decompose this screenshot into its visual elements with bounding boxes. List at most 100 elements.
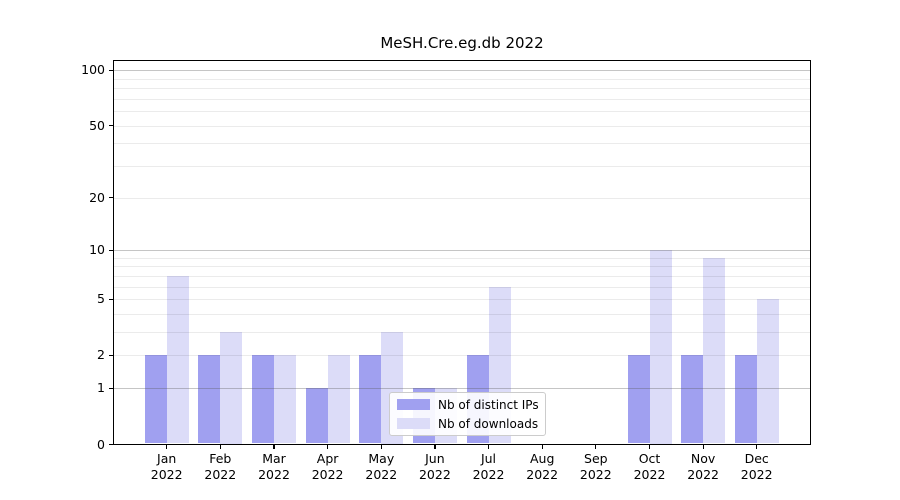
bar-distinct-ips-nov bbox=[681, 355, 704, 444]
x-tick-year: 2022 bbox=[150, 466, 183, 482]
y-tick-mark bbox=[108, 387, 113, 390]
y-tick-label: 10 bbox=[89, 242, 105, 257]
gridline-major bbox=[114, 388, 810, 390]
x-tick-mark bbox=[595, 444, 597, 449]
x-tick-month: Oct bbox=[638, 451, 661, 466]
bar-downloads-mar bbox=[274, 355, 296, 444]
x-tick-month: Jun bbox=[425, 451, 445, 466]
bar-downloads-jan bbox=[166, 275, 189, 444]
x-tick-mark bbox=[648, 444, 651, 449]
gridline-minor bbox=[114, 165, 810, 167]
x-tick-mark bbox=[702, 444, 704, 449]
x-tick-month: Jan bbox=[157, 451, 177, 466]
x-tick-label-jul: Jul 2022 bbox=[457, 451, 521, 482]
y-tick-mark bbox=[108, 249, 113, 251]
x-tick-label-sep: Sep 2022 bbox=[564, 451, 628, 482]
x-tick-mark bbox=[380, 444, 382, 449]
bar-downloads-nov bbox=[703, 257, 726, 444]
x-tick-mark bbox=[327, 444, 329, 449]
gridline-minor bbox=[114, 313, 810, 315]
x-tick-mark bbox=[273, 444, 275, 449]
x-tick-label-feb: Feb 2022 bbox=[188, 451, 252, 482]
legend-entry-downloads: Nb of downloads bbox=[397, 416, 538, 432]
x-tick-label-aug: Aug 2022 bbox=[510, 451, 574, 482]
y-tick-label: 50 bbox=[89, 117, 105, 133]
x-tick-month: Nov bbox=[690, 451, 716, 466]
y-tick-label: 0 bbox=[97, 436, 105, 452]
x-tick-mark bbox=[166, 444, 168, 449]
gridline-major bbox=[114, 250, 810, 251]
y-tick-mark bbox=[108, 197, 113, 199]
gridline-minor bbox=[114, 88, 810, 89]
x-tick-year: 2022 bbox=[418, 466, 451, 482]
x-tick-year: 2022 bbox=[472, 466, 505, 482]
legend-label-distinct-ips: Nb of distinct IPs bbox=[438, 397, 539, 412]
x-tick-label-jun: Jun 2022 bbox=[403, 451, 467, 482]
x-tick-mark bbox=[756, 444, 758, 449]
x-tick-mark bbox=[434, 444, 436, 449]
gridline-minor bbox=[114, 125, 810, 127]
y-tick-mark bbox=[108, 354, 113, 357]
bar-distinct-ips-dec bbox=[734, 355, 757, 444]
x-tick-year: 2022 bbox=[311, 466, 344, 482]
gridline-minor bbox=[114, 111, 810, 112]
gridline-minor bbox=[114, 275, 810, 277]
x-tick-label-apr: Apr 2022 bbox=[296, 451, 360, 482]
x-tick-year: 2022 bbox=[740, 466, 773, 482]
bar-distinct-ips-feb bbox=[198, 355, 221, 444]
chart-title: MeSH.Cre.eg.db 2022 bbox=[380, 34, 544, 52]
y-tick-mark bbox=[108, 125, 113, 127]
y-tick-mark bbox=[108, 69, 113, 71]
x-tick-year: 2022 bbox=[258, 466, 290, 482]
x-tick-year: 2022 bbox=[365, 466, 398, 482]
legend-swatch-downloads bbox=[397, 418, 430, 429]
x-tick-month: Apr bbox=[316, 451, 339, 466]
x-tick-label-dec: Dec 2022 bbox=[725, 451, 789, 482]
x-tick-month: Dec bbox=[744, 451, 769, 466]
bar-distinct-ips-apr bbox=[305, 388, 328, 444]
x-tick-year: 2022 bbox=[579, 466, 612, 482]
gridline-minor bbox=[114, 143, 810, 145]
bar-downloads-dec bbox=[756, 299, 779, 444]
x-tick-year: 2022 bbox=[633, 466, 666, 482]
y-tick-label: 20 bbox=[89, 189, 105, 205]
bar-distinct-ips-mar bbox=[252, 355, 274, 444]
bar-distinct-ips-may bbox=[359, 355, 382, 444]
y-tick-label: 100 bbox=[81, 62, 105, 78]
y-tick-mark bbox=[108, 444, 113, 446]
x-tick-mark bbox=[219, 444, 221, 449]
x-tick-mark bbox=[541, 444, 543, 449]
bar-downloads-feb bbox=[220, 332, 243, 444]
legend-swatch-distinct-ips bbox=[397, 399, 430, 410]
gridline-major bbox=[114, 70, 810, 72]
x-tick-month: Sep bbox=[584, 451, 608, 466]
x-tick-label-may: May 2022 bbox=[349, 451, 413, 482]
x-tick-month: Aug bbox=[529, 451, 555, 466]
bar-downloads-oct bbox=[649, 250, 672, 444]
bar-distinct-ips-jan bbox=[144, 355, 167, 444]
y-tick-label: 2 bbox=[97, 347, 105, 363]
gridline-minor bbox=[114, 197, 810, 199]
gridline-minor bbox=[114, 266, 810, 268]
y-tick-mark bbox=[108, 298, 113, 300]
x-tick-label-jan: Jan 2022 bbox=[135, 451, 199, 482]
gridline-minor bbox=[114, 257, 810, 259]
legend: Nb of distinct IPs Nb of downloads bbox=[389, 392, 546, 436]
x-tick-label-oct: Oct 2022 bbox=[618, 451, 682, 482]
x-tick-mark bbox=[487, 444, 490, 449]
y-tick-label: 5 bbox=[97, 291, 105, 307]
x-tick-label-nov: Nov 2022 bbox=[671, 451, 735, 482]
gridline-minor bbox=[114, 78, 810, 80]
gridline-minor bbox=[114, 299, 810, 301]
gridline-minor bbox=[114, 355, 810, 357]
x-tick-month: May bbox=[368, 451, 395, 466]
x-tick-month: Feb bbox=[209, 451, 232, 466]
x-tick-month: Jul bbox=[480, 451, 497, 466]
bar-downloads-apr bbox=[327, 355, 350, 444]
x-tick-label-mar: Mar 2022 bbox=[242, 451, 306, 482]
legend-entry-distinct-ips: Nb of distinct IPs bbox=[397, 397, 539, 413]
y-tick-label: 1 bbox=[97, 380, 105, 396]
legend-label-downloads: Nb of downloads bbox=[438, 416, 539, 431]
gridline-minor bbox=[114, 98, 810, 100]
